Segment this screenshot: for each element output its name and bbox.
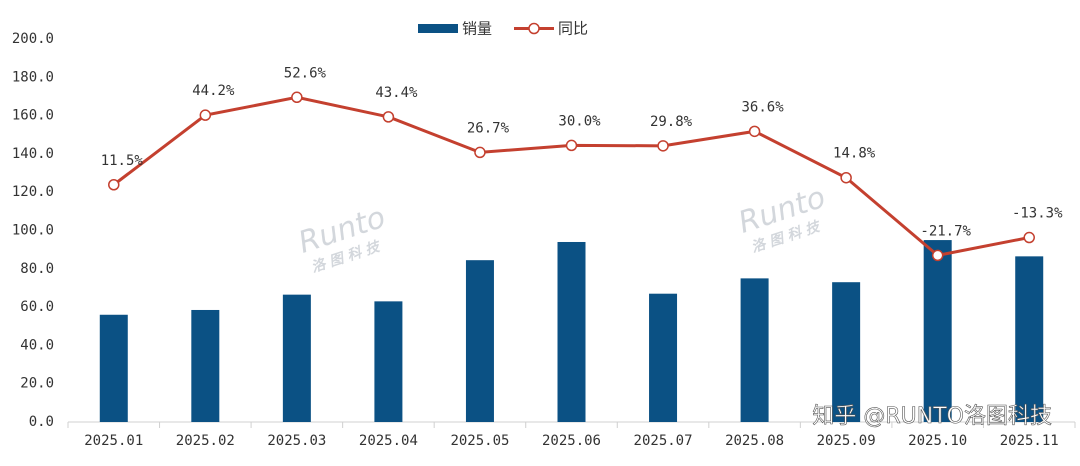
watermark-2: Runto 洛 图 科 技	[734, 180, 829, 256]
line-marker	[382, 111, 395, 123]
bar	[923, 240, 952, 422]
data-label: 52.6%	[284, 65, 327, 81]
data-label: -21.7%	[920, 223, 971, 239]
y-tick-label: 120.0	[12, 184, 54, 200]
data-label: 26.7%	[467, 120, 510, 136]
data-label: 14.8%	[833, 146, 876, 162]
x-tick-label: 2025.05	[450, 433, 509, 449]
line-marker	[291, 91, 303, 104]
y-tick-label: 180.0	[12, 69, 54, 85]
watermark-1: Runto 洛 图 科 技	[294, 200, 389, 276]
line-marker	[931, 249, 944, 262]
legend-label: 同比	[558, 20, 588, 38]
x-tick-label: 2025.02	[176, 433, 235, 449]
y-tick-label: 200.0	[12, 31, 54, 47]
y-tick-label: 40.0	[20, 337, 54, 353]
line-marker	[108, 179, 120, 191]
line-marker	[565, 139, 578, 152]
bar	[557, 241, 586, 422]
y-tick-label: 160.0	[12, 108, 54, 124]
x-tick-label: 2025.10	[908, 433, 967, 449]
x-tick-label: 2025.08	[725, 433, 784, 449]
data-label: 44.2%	[192, 83, 235, 99]
line-marker	[1023, 231, 1035, 244]
data-label: 29.8%	[650, 114, 693, 130]
bar	[1015, 256, 1044, 422]
line-marker	[657, 140, 669, 152]
bar	[832, 282, 861, 422]
y-tick-label: 100.0	[12, 223, 54, 239]
data-label: -13.3%	[1012, 206, 1063, 222]
data-label: 36.6%	[742, 99, 785, 115]
bar	[465, 260, 494, 422]
x-tick-label: 2025.07	[634, 433, 693, 449]
line-marker	[474, 146, 486, 159]
bar	[282, 294, 311, 422]
x-tick-label: 2025.09	[817, 433, 876, 449]
x-tick-label: 2025.01	[84, 433, 143, 449]
data-label: 43.4%	[375, 85, 418, 101]
bar	[191, 309, 220, 422]
x-tick-label: 2025.03	[267, 433, 326, 449]
x-tick-label: 2025.04	[359, 433, 418, 449]
bar	[99, 314, 128, 422]
data-label: 30.0%	[558, 113, 601, 129]
line-marker	[748, 125, 761, 138]
y-tick-label: 140.0	[12, 146, 54, 162]
line-marker	[840, 171, 852, 184]
y-tick-label: 80.0	[20, 261, 54, 277]
bar	[740, 278, 769, 422]
legend-label: 销量	[462, 20, 492, 38]
data-label: 11.5%	[101, 153, 144, 169]
watermark-credit: 知乎 @RUNTO洛图科技	[812, 404, 1052, 429]
line-marker	[199, 109, 212, 121]
legend-swatch	[528, 22, 540, 35]
bar	[649, 293, 678, 422]
bar	[374, 301, 403, 422]
legend-swatch	[418, 24, 458, 33]
y-tick-label: 20.0	[20, 376, 54, 392]
y-tick-label: 60.0	[20, 299, 54, 315]
y-tick-label: 0.0	[29, 414, 54, 430]
x-tick-label: 2025.11	[1000, 433, 1059, 449]
x-tick-label: 2025.06	[542, 433, 601, 449]
